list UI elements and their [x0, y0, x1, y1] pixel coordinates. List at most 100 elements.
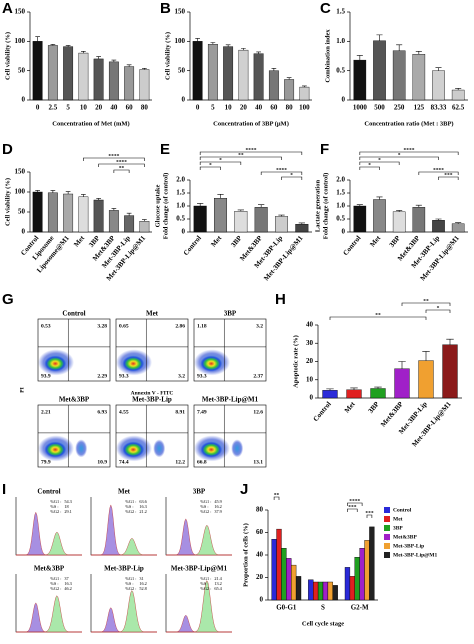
x-tick-label: G2-M [351, 604, 369, 612]
stat-label: %G1 : [200, 576, 211, 581]
y-tick-label: 150 [15, 168, 26, 176]
stat-value: 16.3 [139, 504, 147, 509]
bar [295, 223, 309, 233]
legend-swatch [384, 516, 390, 522]
stat-value: 65.4 [214, 586, 222, 591]
bar [193, 205, 207, 233]
x-tick-label: 80 [141, 104, 149, 112]
bar [108, 210, 119, 233]
y-tick-label: 50 [18, 66, 26, 74]
stat-label: %G2 : [125, 509, 136, 514]
error-bar [298, 222, 305, 225]
bar [317, 581, 324, 601]
quadrant-percent: 12.2 [175, 459, 185, 465]
y-axis-label: Cell viability (%) [4, 178, 11, 226]
y-tick-label: 100 [15, 188, 26, 196]
x-tick-label: 2.5 [49, 104, 58, 112]
error-bar [217, 194, 224, 199]
bar [432, 70, 445, 101]
x-tick-label: 10 [80, 104, 88, 112]
bar [418, 360, 434, 399]
error-bar [35, 190, 40, 192]
stat-label: %S : [50, 504, 58, 509]
plot-title: Met&3BP [59, 396, 90, 404]
cell-cycle-peak [16, 531, 82, 556]
bar [373, 40, 386, 101]
legend-swatch [384, 534, 390, 540]
stat-value: 18 [64, 504, 68, 509]
bar [394, 368, 410, 399]
stat-label: %G2 : [200, 586, 211, 591]
significance-bracket [199, 161, 242, 165]
stat-label: %S : [200, 504, 208, 509]
quadrant-percent: 12.6 [253, 409, 263, 415]
plot-title: Control [37, 488, 60, 496]
y-tick-label: 1.0 [176, 202, 185, 210]
y-tick-label: 0.5 [336, 215, 345, 223]
significance-label: *** [348, 504, 357, 510]
error-bar [446, 338, 454, 345]
bar [349, 576, 355, 601]
bar [344, 567, 351, 601]
plot-title: Met-3BP-Lip@M1 [171, 565, 228, 573]
significance-label: **** [404, 147, 415, 153]
error-bar [396, 210, 403, 212]
y-tick-label: 60 [256, 528, 264, 536]
stat-label: %S : [125, 581, 133, 586]
panel-letter: G [2, 291, 14, 308]
error-bar [326, 388, 334, 391]
quadrant-percent: 93.3 [119, 373, 129, 379]
stat-label: %G1 : [200, 499, 211, 504]
stat-value: 37.9 [214, 509, 222, 514]
significance-bracket [199, 166, 221, 170]
legend-swatch [384, 552, 390, 558]
legend-label: Met-3BP-Lip@M1 [393, 552, 437, 558]
plot-title: Met [146, 310, 159, 318]
cell-cluster [200, 441, 223, 458]
plot-title: Met-3BP-Lip@M1 [202, 396, 259, 404]
y-axis-label: Fold change (of control) [322, 173, 329, 240]
quadrant-percent: 13.1 [253, 459, 263, 465]
bar [291, 564, 297, 601]
quadrant-percent: 8.91 [175, 409, 185, 415]
bar [286, 558, 292, 601]
bar [353, 59, 367, 101]
significance-bracket [199, 156, 282, 160]
error-bar [356, 55, 363, 61]
x-tick-label: Control [312, 400, 333, 423]
x-tick-label: Met-3BP-Lip@M1 [262, 234, 305, 283]
panel-letter: I [2, 481, 6, 498]
cell-cluster [153, 439, 166, 458]
error-bar [96, 56, 101, 59]
cell-cluster [231, 439, 244, 458]
panel-letter: D [2, 141, 13, 158]
stat-label: %G1 : [125, 499, 136, 504]
x-tick-label: 5 [211, 104, 215, 112]
stat-label: %S : [50, 581, 58, 586]
legend-label: Met [393, 516, 403, 522]
y-tick-label: 0 [182, 96, 186, 104]
stat-label: %S : [200, 581, 208, 586]
cell-cycle-peak [91, 504, 157, 556]
error-bar [356, 204, 363, 206]
significance-bracket [281, 176, 303, 180]
plot-axes [90, 497, 157, 556]
error-bar [197, 203, 204, 206]
bar [332, 585, 338, 601]
significance-bracket [359, 156, 439, 160]
cell-cycle-peak [16, 511, 82, 556]
error-bar [237, 209, 244, 212]
error-bar [256, 51, 261, 54]
y-tick-label: 1.0 [336, 202, 345, 210]
panel-letter: B [160, 0, 171, 17]
stat-value: 21.2 [139, 509, 147, 514]
stat-label: %S : [125, 504, 133, 509]
bar [271, 539, 277, 601]
x-tick-label: 83.33 [431, 104, 447, 112]
bar [359, 548, 365, 601]
stat-label: %G1 : [50, 576, 61, 581]
y-tick-label: 50 [178, 66, 186, 74]
y-tick-label: 0 [22, 96, 26, 104]
stat-label: %G1 : [50, 499, 61, 504]
bar [322, 390, 338, 399]
